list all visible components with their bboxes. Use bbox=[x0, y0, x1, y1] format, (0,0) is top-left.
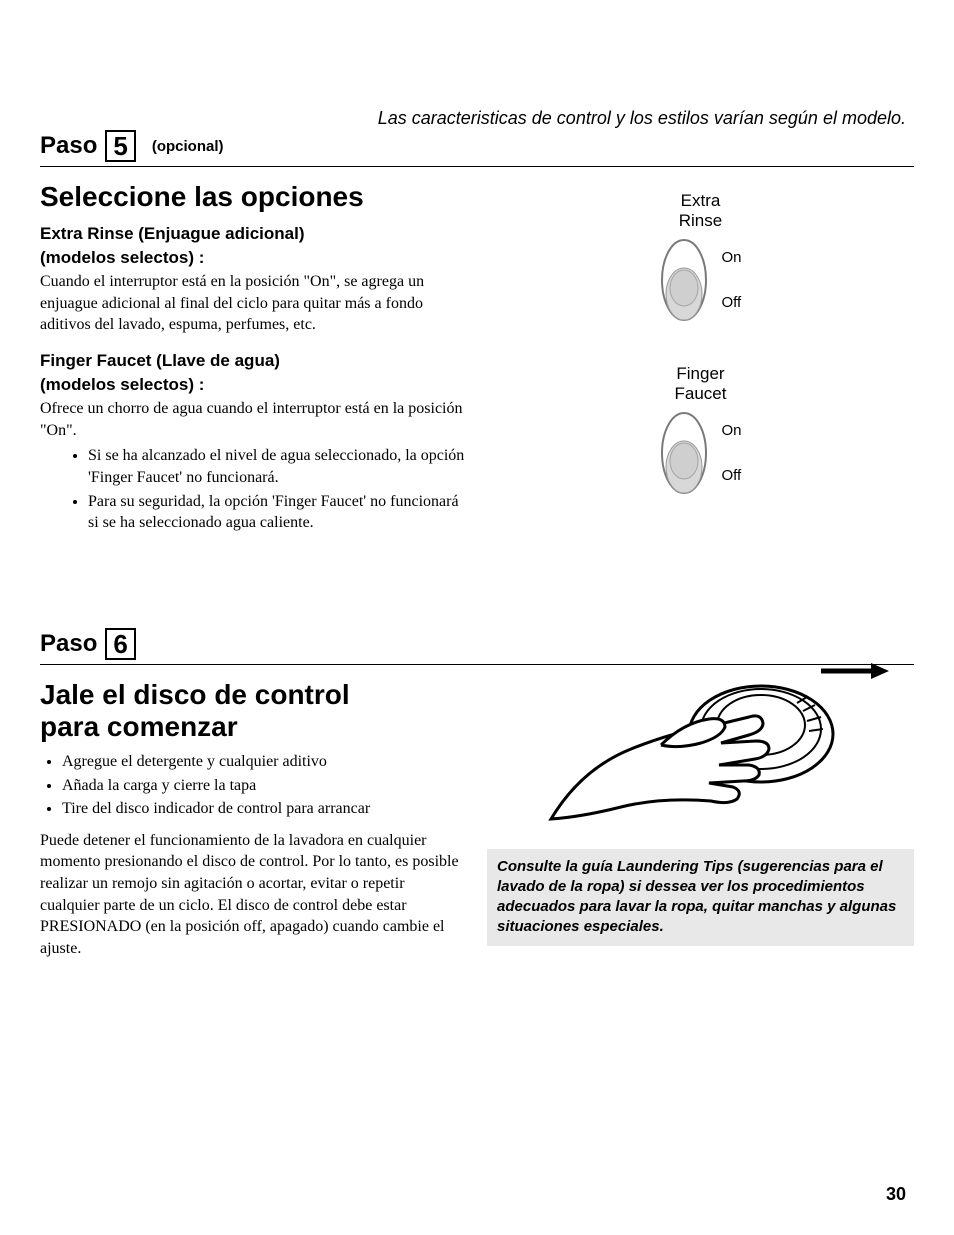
step5-sub2-l2: (modelos selectos) : bbox=[40, 374, 467, 396]
hand-turning-dial-icon bbox=[511, 649, 891, 829]
step6-left-column: Jale el disco de control para comenzar A… bbox=[40, 679, 467, 974]
step6-bullets: Agregue el detergente y cualquier aditiv… bbox=[40, 751, 467, 820]
step6-body: Puede detener el funcionamiento de la la… bbox=[40, 830, 467, 960]
switch1-label-l2: Rinse bbox=[679, 211, 722, 230]
extra-rinse-switch: Extra Rinse On Off bbox=[659, 191, 741, 324]
step5-number: 5 bbox=[105, 130, 135, 162]
step5-right-column: Extra Rinse On Off Fin bbox=[487, 181, 914, 548]
step5-suffix: (opcional) bbox=[152, 138, 224, 155]
finger-faucet-switch: Finger Faucet On Off bbox=[659, 364, 741, 497]
list-item: Tire del disco indicador de control para… bbox=[62, 798, 467, 820]
step5-section: Paso 5 (opcional) Seleccione las opcione… bbox=[40, 130, 914, 548]
step6-number: 6 bbox=[105, 628, 135, 660]
step5-header: Paso 5 (opcional) bbox=[40, 130, 914, 167]
step5-title: Seleccione las opciones bbox=[40, 181, 467, 213]
step6-right-column: Consulte la guía Laundering Tips (sugere… bbox=[487, 679, 914, 974]
list-item: Si se ha alcanzado el nivel de agua sele… bbox=[88, 445, 467, 488]
step5-label: Paso bbox=[40, 132, 97, 160]
step5-sub2-l1: Finger Faucet (Llave de agua) bbox=[40, 350, 467, 372]
step6-title-l1: Jale el disco de control bbox=[40, 679, 350, 710]
step5-sub1-l2: (modelos selectos) : bbox=[40, 247, 467, 269]
dial-figure bbox=[487, 649, 914, 829]
list-item: Añada la carga y cierre la tapa bbox=[62, 775, 467, 797]
laundering-tip-box: Consulte la guía Laundering Tips (sugere… bbox=[487, 849, 914, 946]
rocker-switch-icon bbox=[659, 236, 709, 324]
list-item: Para su seguridad, la opción 'Finger Fau… bbox=[88, 491, 467, 534]
switch1-label-l1: Extra bbox=[681, 191, 721, 210]
page-number: 30 bbox=[886, 1184, 906, 1205]
switch2-label-l1: Finger bbox=[676, 364, 724, 383]
step5-left-column: Seleccione las opciones Extra Rinse (Enj… bbox=[40, 181, 467, 548]
header-note: Las caracteristicas de control y los est… bbox=[378, 108, 906, 129]
step5-body1: Cuando el interruptor está en la posició… bbox=[40, 271, 467, 336]
step5-bullets: Si se ha alcanzado el nivel de agua sele… bbox=[40, 445, 467, 533]
rocker-switch-icon bbox=[659, 409, 709, 497]
switch2-label-l2: Faucet bbox=[675, 384, 727, 403]
step5-sub1-l1: Extra Rinse (Enjuague adicional) bbox=[40, 223, 467, 245]
step6-label: Paso bbox=[40, 630, 97, 658]
switch1-on: On bbox=[721, 249, 741, 266]
switch2-off: Off bbox=[721, 467, 741, 484]
step6-title: Jale el disco de control para comenzar bbox=[40, 679, 467, 743]
switch1-off: Off bbox=[721, 294, 741, 311]
step6-section: Paso 6 Jale el disco de control para com… bbox=[40, 628, 914, 974]
step6-title-l2: para comenzar bbox=[40, 711, 238, 742]
switch2-on: On bbox=[721, 422, 741, 439]
step5-body2: Ofrece un chorro de agua cuando el inter… bbox=[40, 398, 467, 441]
list-item: Agregue el detergente y cualquier aditiv… bbox=[62, 751, 467, 773]
